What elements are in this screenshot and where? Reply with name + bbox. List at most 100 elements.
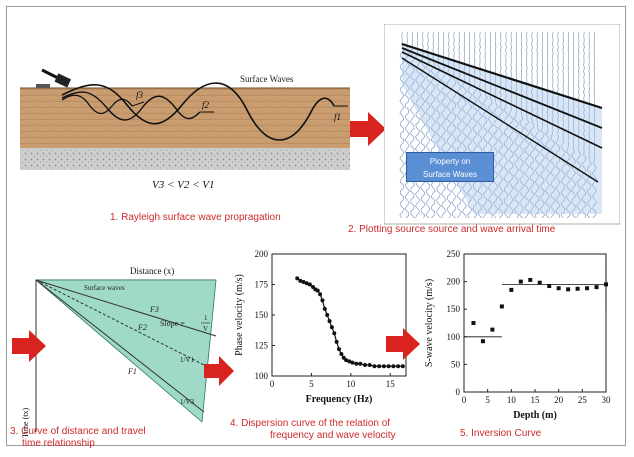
seismic-trace <box>482 31 488 219</box>
panel-dispersion-curve: 0 5 10 15 100 125 150 175 200 Frequency (Hz) Phase… <box>230 240 420 452</box>
data-point <box>339 352 344 357</box>
data-point <box>499 304 504 309</box>
y-tick-label: 250 <box>447 249 461 259</box>
data-point <box>556 286 561 291</box>
wave-label-f3: f3 <box>136 90 144 100</box>
seismogram-box: Ploperty on Surface Waves <box>406 152 494 182</box>
caption-panel-5: 5. Inversion Curve <box>460 428 542 439</box>
x-tick-label: 10 <box>346 379 356 389</box>
seismic-trace <box>446 31 452 219</box>
slope-denominator: V <box>203 325 208 333</box>
y-tick-label: 175 <box>255 280 269 290</box>
bedrock-layer <box>20 148 350 170</box>
line-label-f2: F2 <box>137 323 147 332</box>
data-point <box>585 286 590 291</box>
distance-axis-label: Distance (x) <box>130 266 174 276</box>
panel-rayleigh-wave: Surface Waves f3 f2 f1 V3 < V2 < V1 1. R… <box>12 20 364 223</box>
data-point <box>320 298 325 303</box>
data-point <box>325 313 330 317</box>
seismic-trace <box>576 31 582 219</box>
seismic-trace <box>399 31 405 219</box>
data-point <box>354 361 359 366</box>
data-point <box>471 321 476 325</box>
y-axis-label: Phase velocity (m/s) <box>234 274 245 356</box>
seismic-trace <box>472 31 478 219</box>
seismic-trace <box>524 31 530 219</box>
seismic-trace <box>493 31 499 219</box>
data-point <box>307 282 312 287</box>
seismic-trace <box>529 31 535 219</box>
data-point <box>322 306 327 311</box>
x-tick-label: 10 <box>507 395 516 405</box>
seismic-trace <box>498 31 504 219</box>
wave-label-f2: f2 <box>202 100 210 110</box>
data-point <box>391 364 396 369</box>
data-point <box>528 277 533 282</box>
y-tick-label: 0 <box>456 387 461 397</box>
data-point <box>377 364 382 369</box>
y-tick-label: 50 <box>451 359 461 369</box>
panel-inversion-curve: 0 5 10 15 20 25 30 0 50 100 150 200 250 Depth (m) S-wa… <box>420 240 620 452</box>
data-point <box>358 361 363 366</box>
data-point <box>367 363 372 368</box>
seismic-trace <box>581 31 587 219</box>
data-point <box>575 286 580 291</box>
line-label-f3: F1 <box>127 367 137 376</box>
data-point <box>337 347 341 352</box>
seismic-trace <box>487 31 493 219</box>
wave-f2 <box>61 91 201 121</box>
wave-f3 <box>61 94 133 115</box>
data-point <box>594 285 599 290</box>
seismic-trace <box>555 31 561 219</box>
y-tick-label: 125 <box>255 341 269 351</box>
data-point <box>480 339 485 344</box>
seismic-trace <box>425 31 431 219</box>
x-axis-label: Depth (m) <box>513 410 557 420</box>
seismic-trace <box>441 31 447 218</box>
data-point <box>396 364 401 369</box>
wave-label-f1: f1 <box>334 112 341 122</box>
y-axis-label: S-wave velocity (m/s) <box>424 279 435 367</box>
data-point <box>344 358 349 363</box>
x-tick-label: 5 <box>309 379 314 389</box>
arrow-right-3 <box>204 356 234 386</box>
seismogram-box-line1: Ploperty on <box>429 157 471 166</box>
seismic-trace <box>571 31 577 219</box>
x-tick-label: 0 <box>270 379 275 389</box>
wave-f1 <box>61 82 335 141</box>
caption-panel-3-line1: 3. Curve of distance and travel <box>10 426 146 437</box>
data-point <box>537 280 542 285</box>
data-point <box>347 359 352 364</box>
slope-label: Slope = <box>160 319 185 328</box>
hammer-icon <box>36 68 72 88</box>
x-tick-label: 20 <box>554 395 564 405</box>
seismic-trace <box>435 31 441 219</box>
caption-panel-4-line1: 4. Dispersion curve of the relation of <box>230 418 391 429</box>
y-tick-label: 200 <box>255 249 269 259</box>
seismic-trace <box>539 31 545 219</box>
seismic-trace <box>467 31 473 219</box>
soil-layer <box>20 88 350 150</box>
seismic-trace <box>591 31 597 219</box>
data-point <box>295 276 300 281</box>
y-tick-label: 150 <box>255 310 269 320</box>
caption-panel-2: 2. Plotting source source and wave arriv… <box>348 224 556 235</box>
data-point <box>301 280 306 285</box>
y-tick-label: 100 <box>447 332 461 342</box>
line-label-f1: F3 <box>149 305 159 314</box>
seismic-trace <box>565 31 571 219</box>
seismic-trace <box>560 31 566 219</box>
arrival-line-3 <box>401 51 603 149</box>
data-point <box>363 363 368 368</box>
data-point <box>332 331 337 336</box>
y-tick-label: 150 <box>447 304 461 314</box>
data-point <box>334 339 339 344</box>
seismic-trace <box>545 31 551 219</box>
data-point <box>315 288 320 293</box>
surface-waves-label: Surface Waves <box>240 74 294 84</box>
arrival-line-1 <box>401 42 603 110</box>
seismic-trace <box>534 31 540 219</box>
data-point <box>329 325 334 330</box>
x-tick-label: 15 <box>386 379 396 389</box>
data-point <box>547 284 552 289</box>
